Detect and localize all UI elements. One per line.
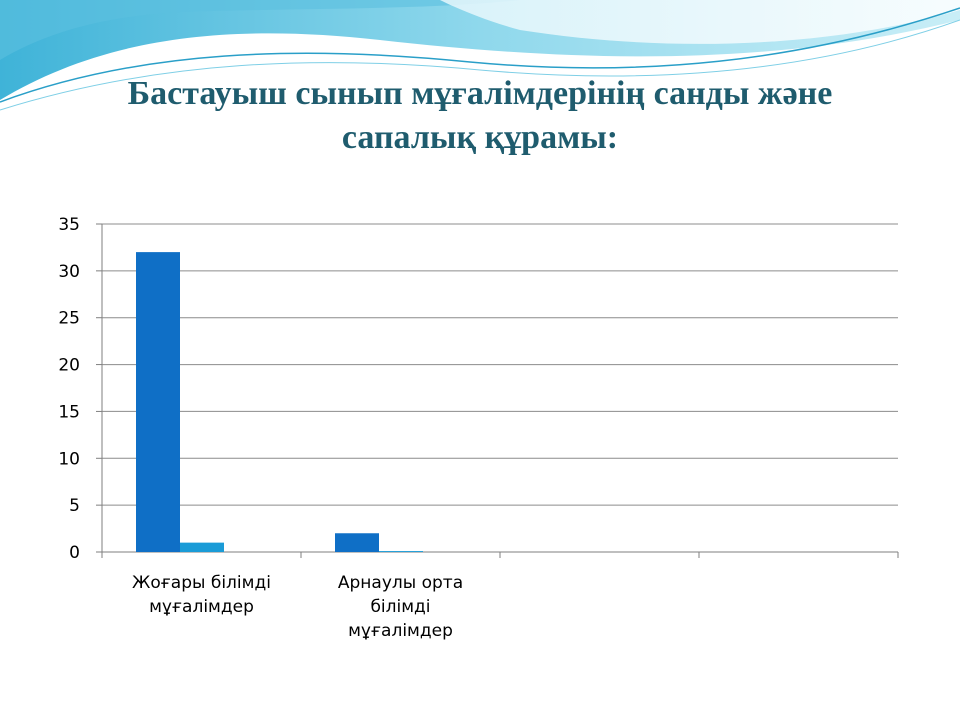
y-tick-label: 25 [58, 309, 80, 329]
slide-title: Бастауыш сынып мұғалімдерінің санды және… [60, 72, 900, 160]
y-tick-label: 15 [58, 402, 80, 422]
x-category-label: Жоғары білімді [132, 573, 271, 593]
y-tick-label: 0 [69, 543, 80, 563]
x-category-label: мұғалімдер [348, 621, 453, 641]
y-tick-label: 30 [58, 262, 80, 282]
x-category-label: Арнаулы орта [338, 573, 463, 593]
y-tick-label: 20 [58, 356, 80, 376]
slide-title-line-2: сапалық құрамы: [341, 119, 619, 156]
bar-series-1-1 [136, 252, 180, 552]
y-tick-label: 10 [58, 449, 80, 469]
bar-series-1-2 [335, 533, 379, 552]
y-tick-label: 5 [69, 496, 80, 516]
y-tick-label: 35 [58, 215, 80, 235]
decorative-wave-header [0, 0, 960, 111]
x-category-label: білімді [370, 597, 430, 617]
bar-series-2-2 [379, 551, 423, 552]
slide-title-line-1: Бастауыш сынып мұғалімдерінің санды және [127, 75, 833, 112]
x-category-label: мұғалімдер [149, 597, 254, 617]
bar-series-2-1 [180, 542, 224, 552]
